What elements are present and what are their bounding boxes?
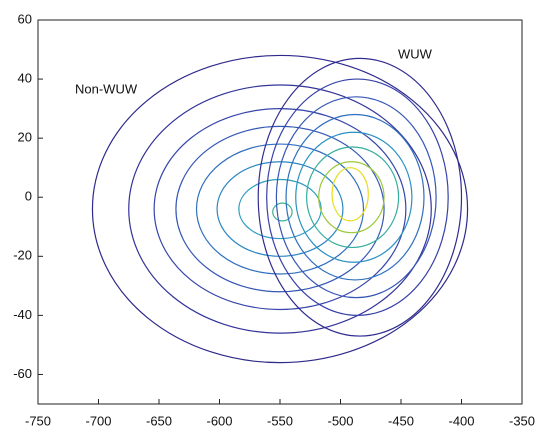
x-tick-label: -700: [85, 413, 111, 428]
contour-line: [195, 143, 365, 275]
y-tick-label: 60: [18, 11, 32, 26]
y-tick-label: -40: [13, 307, 32, 322]
contour-line: [216, 161, 344, 257]
plot-frame: [37, 19, 523, 405]
contour-line: [175, 125, 385, 293]
contour-line: [91, 54, 469, 364]
contour-line: [266, 78, 449, 316]
x-tick-label: -450: [388, 413, 414, 428]
contour-line: [295, 131, 413, 263]
y-tick-label: -60: [13, 366, 32, 381]
x-tick-label: -750: [25, 413, 51, 428]
x-tick-label: -350: [509, 413, 535, 428]
contour-line: [331, 167, 369, 222]
contour-line: [275, 96, 437, 299]
contour-line: [285, 113, 425, 281]
contour-line: [128, 84, 432, 334]
x-tick-label: -650: [146, 413, 172, 428]
contour-line: [306, 146, 400, 249]
contour-line: [257, 57, 463, 337]
y-tick-label: 40: [18, 71, 32, 86]
y-tick-label: 20: [18, 130, 32, 145]
series-label: Non-WUW: [75, 81, 138, 96]
series-label: WUW: [398, 46, 433, 61]
y-tick-label: 0: [25, 189, 32, 204]
contour-line: [318, 161, 385, 234]
x-tick-label: -400: [448, 413, 474, 428]
y-tick-label: -20: [13, 248, 32, 263]
x-tick-label: -550: [267, 413, 293, 428]
x-tick-label: -600: [206, 413, 232, 428]
x-tick-label: -500: [327, 413, 353, 428]
contour-line: [272, 202, 293, 222]
contour-line: [153, 108, 407, 311]
contour-line: [238, 178, 322, 240]
